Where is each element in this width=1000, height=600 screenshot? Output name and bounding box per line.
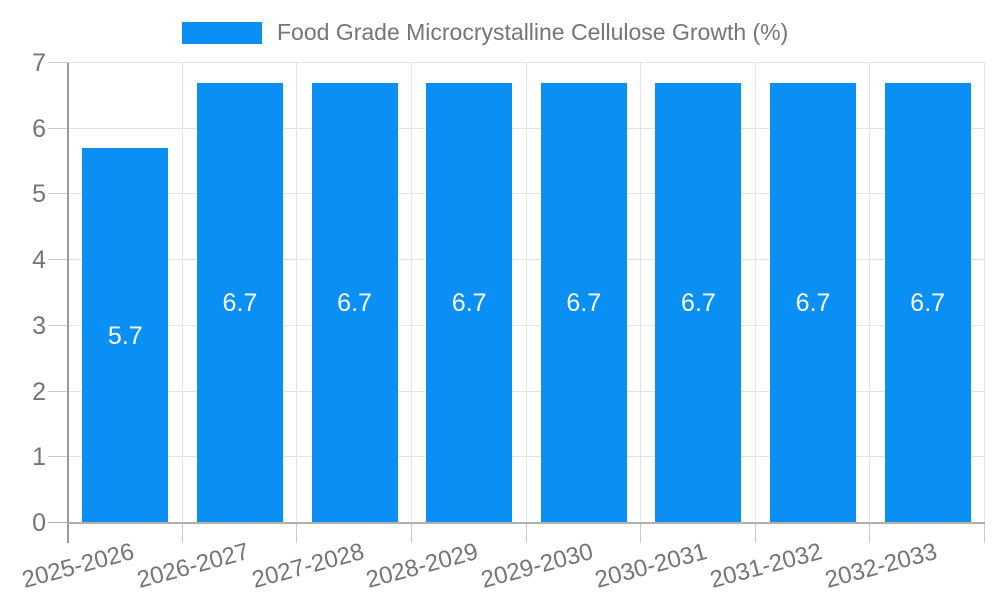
y-tick-mark	[48, 62, 68, 63]
y-tick-label: 4	[32, 246, 46, 275]
y-tick-mark	[48, 127, 68, 129]
v-gridline	[410, 63, 412, 523]
v-gridline	[296, 63, 298, 523]
y-tick-label: 1	[32, 443, 46, 472]
v-gridline	[754, 63, 756, 523]
h-gridline	[68, 62, 985, 63]
bar-value-label: 6.7	[681, 288, 716, 317]
bar[interactable]	[655, 82, 742, 522]
v-gridline	[984, 63, 985, 523]
y-tick-label: 3	[32, 311, 46, 340]
y-tick-mark	[48, 259, 68, 261]
y-tick-mark	[48, 456, 68, 458]
bar[interactable]	[770, 82, 857, 522]
x-axis-line	[68, 522, 985, 524]
y-tick-mark	[48, 522, 68, 523]
y-tick-mark	[48, 193, 68, 195]
x-tick-mark	[181, 523, 183, 543]
v-gridline	[869, 63, 871, 523]
h-gridline	[68, 324, 985, 326]
y-tick-label: 0	[32, 509, 46, 537]
v-gridline	[525, 63, 527, 523]
legend-swatch[interactable]	[182, 21, 262, 44]
x-tick-mark	[640, 523, 642, 543]
bar-value-label: 6.7	[222, 288, 258, 317]
bar[interactable]	[311, 82, 398, 522]
bar-value-label: 6.7	[910, 288, 946, 317]
bar-value-label: 6.7	[451, 288, 487, 317]
legend[interactable]: Food Grade Microcrystalline Cellulose Gr…	[182, 19, 788, 46]
bar[interactable]	[196, 82, 283, 522]
bar[interactable]	[426, 82, 513, 522]
y-tick-label: 7	[32, 49, 46, 77]
h-gridline	[68, 390, 985, 392]
x-tick-mark	[984, 523, 985, 543]
h-gridline	[68, 127, 985, 129]
x-tick-mark	[296, 523, 298, 543]
y-tick-mark	[48, 390, 68, 392]
y-tick-label: 6	[32, 114, 46, 143]
x-tick-mark	[754, 523, 756, 543]
y-axis-line	[67, 63, 69, 543]
h-gridline	[68, 193, 985, 195]
v-gridline	[181, 63, 183, 523]
x-tick-mark	[410, 523, 412, 543]
bar-value-label: 6.7	[566, 288, 602, 317]
x-tick-mark	[869, 523, 871, 543]
bar-value-label: 6.7	[795, 288, 831, 317]
v-gridline	[640, 63, 642, 523]
y-tick-mark	[48, 324, 68, 326]
bar-value-label: 6.7	[337, 288, 372, 317]
bar-value-label: 5.7	[107, 321, 143, 350]
bar[interactable]	[884, 82, 971, 522]
bar[interactable]	[82, 148, 169, 522]
h-gridline	[68, 259, 985, 261]
bar[interactable]	[540, 82, 627, 522]
y-tick-label: 2	[32, 377, 46, 406]
h-gridline	[68, 456, 985, 458]
x-tick-mark	[525, 523, 527, 543]
legend-label: Food Grade Microcrystalline Cellulose Gr…	[277, 19, 789, 45]
y-tick-label: 5	[32, 180, 46, 209]
